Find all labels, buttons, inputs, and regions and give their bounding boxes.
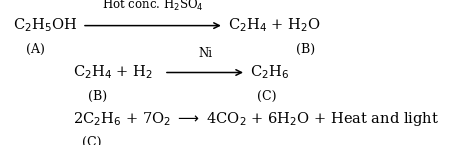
Text: C$_2$H$_4$ + H$_2$O: C$_2$H$_4$ + H$_2$O [228, 17, 320, 35]
Text: (C): (C) [82, 136, 101, 145]
Text: C$_2$H$_4$ + H$_2$: C$_2$H$_4$ + H$_2$ [73, 64, 153, 81]
Text: (A): (A) [26, 43, 45, 56]
Text: Hot conc. H$_2$SO$_4$: Hot conc. H$_2$SO$_4$ [102, 0, 203, 13]
Text: C$_2$H$_6$: C$_2$H$_6$ [250, 64, 289, 81]
Text: (C): (C) [257, 90, 276, 103]
Text: (B): (B) [295, 43, 315, 56]
Text: 2C$_2$H$_6$ + 7O$_2$ $\longrightarrow$ 4CO$_2$ + 6H$_2$O + Heat and light: 2C$_2$H$_6$ + 7O$_2$ $\longrightarrow$ 4… [73, 110, 438, 128]
Text: (B): (B) [88, 90, 107, 103]
Text: C$_2$H$_5$OH: C$_2$H$_5$OH [14, 17, 78, 35]
Text: Ni: Ni [198, 47, 212, 60]
